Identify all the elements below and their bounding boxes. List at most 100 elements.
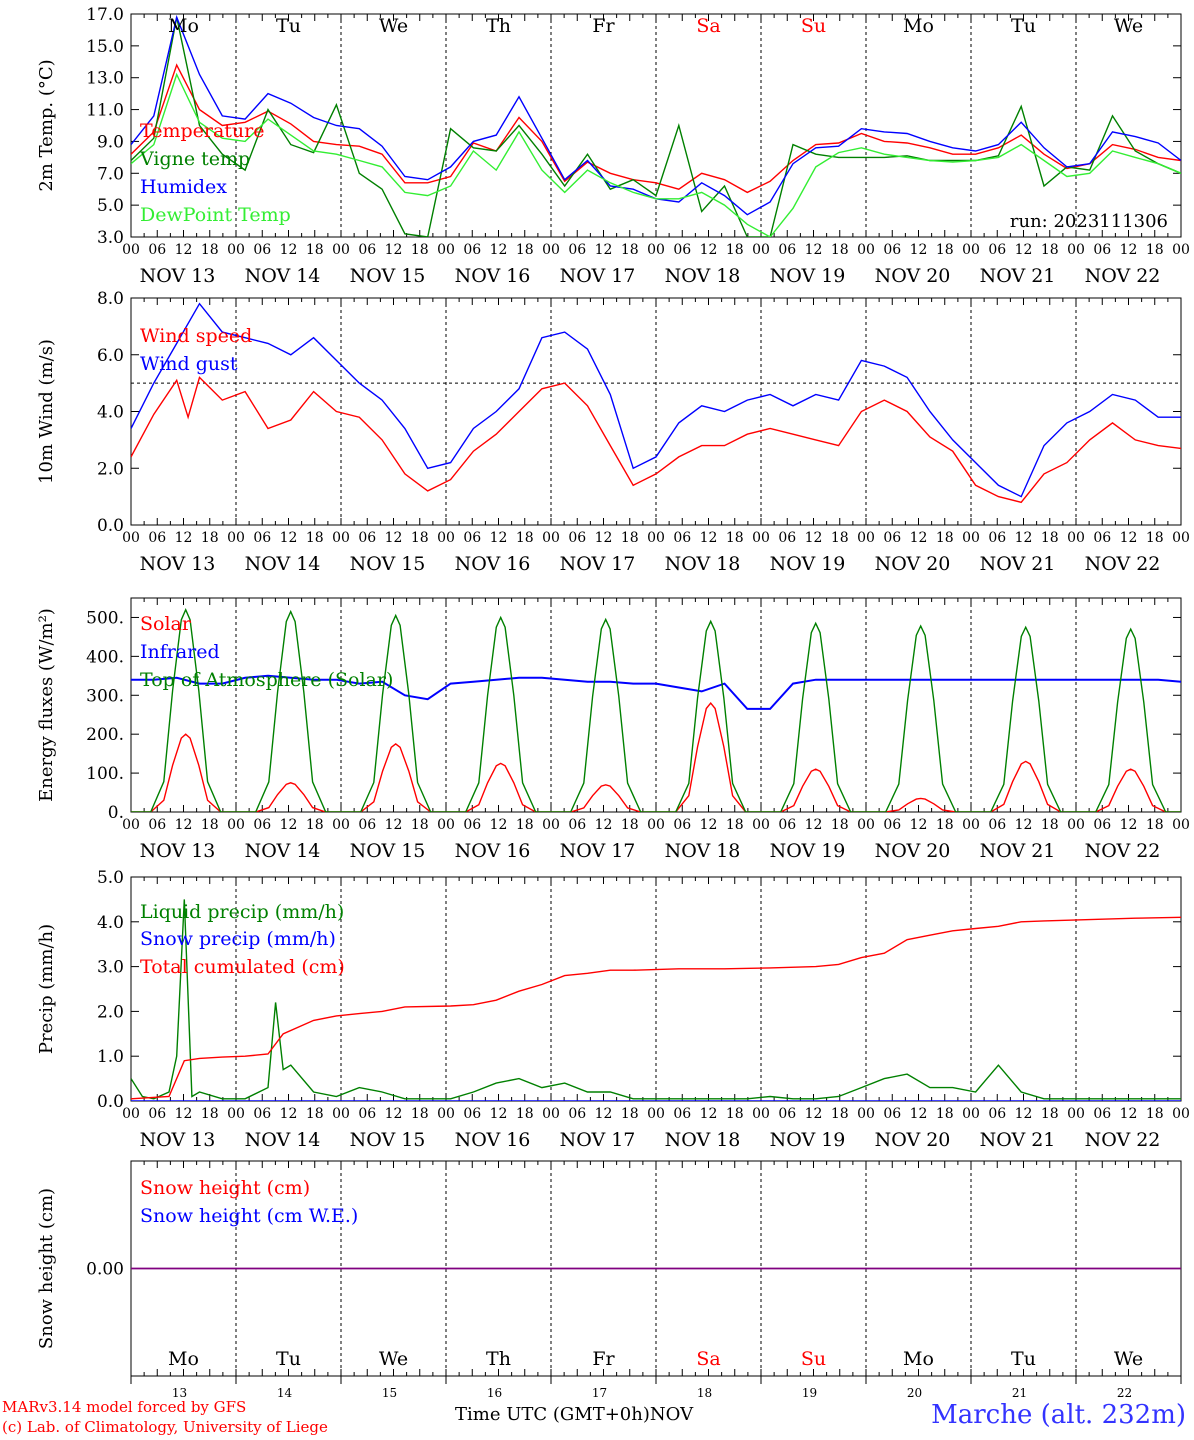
hour-label: 00 xyxy=(227,530,245,546)
hour-label: 12 xyxy=(490,1106,508,1122)
hour-label: 12 xyxy=(175,817,193,833)
date-number: 14 xyxy=(277,1386,293,1400)
hour-label: 00 xyxy=(542,1106,560,1122)
legend-label: DewPoint Temp xyxy=(140,204,291,226)
weekday-label: Mo xyxy=(168,15,199,37)
hour-label: 18 xyxy=(411,530,429,546)
panel-2: 0.0 2.0 4.0 6.0 8.0 10m Wind (m/s) Wind speed W… xyxy=(36,289,1190,575)
hour-label: 00 xyxy=(1067,530,1085,546)
hour-label: 18 xyxy=(1041,242,1059,258)
hour-label: 18 xyxy=(726,817,744,833)
hour-label: 12 xyxy=(175,1106,193,1122)
hour-label: 18 xyxy=(726,242,744,258)
hour-label: 00 xyxy=(962,242,980,258)
series-line-dewpoint-temp xyxy=(131,72,1181,237)
hour-label: 06 xyxy=(568,242,586,258)
hour-label: 00 xyxy=(647,242,665,258)
hour-label: 00 xyxy=(227,1106,245,1122)
hour-label: 18 xyxy=(411,817,429,833)
hour-label: 18 xyxy=(201,1106,219,1122)
hour-label: 18 xyxy=(936,242,954,258)
hour-label: 00 xyxy=(857,242,875,258)
hour-label: 00 xyxy=(122,530,140,546)
y-tick-label: 0. xyxy=(108,803,124,823)
date-label: NOV 18 xyxy=(665,1129,741,1151)
date-label: NOV 16 xyxy=(455,1129,531,1151)
hour-label: 06 xyxy=(463,242,481,258)
hour-label: 00 xyxy=(227,242,245,258)
hour-label: 12 xyxy=(490,242,508,258)
x-axis-label: Time UTC (GMT+0h)NOV xyxy=(455,1404,693,1425)
weekday-label: We xyxy=(379,1348,408,1370)
station-name: Marche (alt. 232m) xyxy=(931,1400,1186,1430)
hour-label: 12 xyxy=(1015,817,1033,833)
y-axis-label: 10m Wind (m/s) xyxy=(36,339,57,484)
hour-label: 06 xyxy=(148,1106,166,1122)
hour-label: 00 xyxy=(542,817,560,833)
hour-label: 06 xyxy=(778,242,796,258)
hour-label: 06 xyxy=(148,530,166,546)
series-line-solar xyxy=(131,701,1181,812)
hour-label: 00 xyxy=(962,1106,980,1122)
hour-label: 00 xyxy=(332,1106,350,1122)
date-label: NOV 22 xyxy=(1085,840,1161,862)
date-label: NOV 20 xyxy=(875,1129,951,1151)
legend-label: Total cumulated (cm) xyxy=(140,956,345,978)
hour-label: 06 xyxy=(568,530,586,546)
hour-label: 06 xyxy=(988,530,1006,546)
hour-label: 06 xyxy=(883,242,901,258)
hour-label: 06 xyxy=(568,817,586,833)
weekday-label: Su xyxy=(801,15,826,37)
hour-label: 18 xyxy=(516,530,534,546)
hour-label: 12 xyxy=(280,530,298,546)
y-tick-label: 5.0 xyxy=(97,196,124,216)
date-label: NOV 21 xyxy=(980,1129,1056,1151)
hour-label: 18 xyxy=(1041,1106,1059,1122)
hour-label: 00 xyxy=(542,242,560,258)
date-label: NOV 15 xyxy=(350,840,426,862)
weekday-label: Fr xyxy=(592,1348,615,1370)
hour-label: 18 xyxy=(726,1106,744,1122)
hour-label: 12 xyxy=(910,530,928,546)
date-number: 15 xyxy=(382,1386,397,1400)
date-label: NOV 16 xyxy=(455,553,531,575)
hour-label: 06 xyxy=(1093,242,1111,258)
hour-label: 06 xyxy=(673,530,691,546)
date-label: NOV 19 xyxy=(770,553,846,575)
panel-3: 0. 100. 200. 300. 400. 500. Energy fluxes (W/m… xyxy=(36,597,1190,862)
hour-label: 12 xyxy=(490,817,508,833)
weekday-label: We xyxy=(379,15,408,37)
date-label: NOV 17 xyxy=(560,1129,636,1151)
hour-label: 18 xyxy=(1146,817,1164,833)
hour-label: 18 xyxy=(306,242,324,258)
hour-label: 00 xyxy=(437,530,455,546)
hour-label: 12 xyxy=(700,817,718,833)
hour-label: 18 xyxy=(201,242,219,258)
hour-label: 00 xyxy=(332,817,350,833)
hour-label: 06 xyxy=(883,1106,901,1122)
date-number: 18 xyxy=(697,1386,712,1400)
hour-label: 06 xyxy=(1093,817,1111,833)
hour-label: 12 xyxy=(805,817,823,833)
legend-label: Liquid precip (mm/h) xyxy=(140,901,344,923)
weekday-label: Mo xyxy=(903,15,934,37)
date-label: NOV 17 xyxy=(560,265,636,287)
weekday-label: Sa xyxy=(696,1348,720,1370)
hour-label: 06 xyxy=(778,530,796,546)
legend-label: Temperature xyxy=(140,120,264,142)
weekday-label: Th xyxy=(486,15,511,37)
hour-label: 12 xyxy=(1015,1106,1033,1122)
hour-label: 06 xyxy=(253,242,271,258)
run-label: run: 2023111306 xyxy=(1010,211,1168,232)
y-tick-label: 300. xyxy=(86,686,124,706)
date-number: 13 xyxy=(172,1386,187,1400)
date-label: NOV 13 xyxy=(140,553,216,575)
hour-label: 12 xyxy=(1015,242,1033,258)
hour-label: 06 xyxy=(988,817,1006,833)
hour-label: 12 xyxy=(385,817,403,833)
hour-label: 06 xyxy=(883,530,901,546)
hour-label: 18 xyxy=(936,1106,954,1122)
y-tick-label: 0.0 xyxy=(97,1092,124,1112)
hour-label: 06 xyxy=(673,817,691,833)
panel-4: 0.0 1.0 2.0 3.0 4.0 5.0 Precip (mm/h) Liquid pr… xyxy=(36,868,1190,1151)
